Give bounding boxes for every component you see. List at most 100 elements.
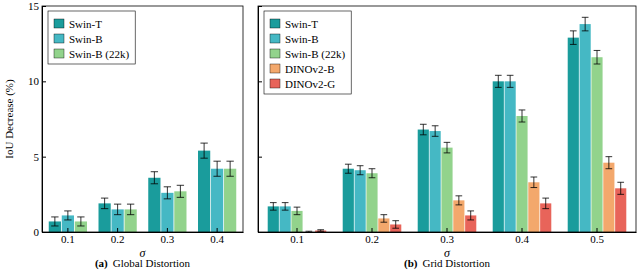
caption-title: Global Distortion xyxy=(113,257,191,269)
tick: 5 xyxy=(34,151,47,163)
error-bar-cap xyxy=(542,208,549,209)
panel: 0.10.20.30.40.5σ(b)Grid DistortionSwin-T… xyxy=(258,6,637,270)
error-bar-stem xyxy=(533,177,534,188)
error-bar-stem xyxy=(80,217,81,226)
error-bar-cap xyxy=(582,17,589,18)
tick xyxy=(258,6,262,7)
y-axis xyxy=(258,7,262,233)
error-bar-cap xyxy=(200,143,207,144)
error-bar xyxy=(456,196,463,205)
error-bar-cap xyxy=(357,165,364,166)
tick: 0.2 xyxy=(111,228,125,245)
error-bar-stem xyxy=(435,126,436,137)
error-bar-cap xyxy=(164,198,171,199)
bar xyxy=(505,81,516,232)
error-bar-stem xyxy=(510,75,511,87)
error-bar-cap xyxy=(606,156,613,157)
plot-area xyxy=(49,143,236,232)
bar xyxy=(148,178,160,232)
error-bar-stem xyxy=(230,161,231,176)
error-bar xyxy=(444,142,451,153)
legend-entry: Swin-B (22k) xyxy=(270,48,346,61)
error-bar xyxy=(77,217,84,226)
error-bar-cap xyxy=(177,185,184,186)
error-bar-stem xyxy=(498,75,499,87)
error-bar-stem xyxy=(297,207,298,215)
error-bar-cap xyxy=(101,198,108,199)
tick-label: 5 xyxy=(34,151,40,163)
bar xyxy=(343,169,354,232)
error-bar-cap xyxy=(114,214,121,215)
legend-entry: Swin-T xyxy=(54,18,102,30)
figure: 0510150.10.20.30.4σIoU Decrease (%)(a)Gl… xyxy=(0,0,640,270)
error-bar xyxy=(357,166,364,175)
error-bar-cap xyxy=(531,187,538,188)
error-bar xyxy=(294,207,301,215)
error-bar-stem xyxy=(372,169,373,178)
error-bar-cap xyxy=(444,152,451,153)
error-bar-cap xyxy=(101,208,108,209)
plot-frame xyxy=(258,6,636,232)
legend-label: Swin-B xyxy=(69,33,103,45)
error-bar-cap xyxy=(507,75,514,76)
tick-label: 0.5 xyxy=(590,233,604,245)
legend-swatch xyxy=(270,34,280,43)
bar xyxy=(198,151,210,232)
tick-label: 0.4 xyxy=(210,233,224,245)
error-bar xyxy=(164,187,171,199)
bar xyxy=(580,24,591,232)
error-bar-cap xyxy=(392,228,399,229)
error-bar-stem xyxy=(204,143,205,158)
axis-line xyxy=(258,7,259,233)
tick-label: 0.2 xyxy=(111,233,125,245)
bar xyxy=(568,38,579,232)
bar xyxy=(591,57,602,232)
error-bar-cap xyxy=(617,182,624,183)
tick-mark xyxy=(372,228,373,232)
tick-mark xyxy=(117,228,118,232)
plot-area xyxy=(268,17,627,232)
bar xyxy=(493,81,504,232)
error-bar xyxy=(213,161,220,176)
tick-mark xyxy=(42,6,46,7)
error-bar-cap xyxy=(467,210,474,211)
error-bar-cap xyxy=(381,214,388,215)
error-bar xyxy=(64,211,71,220)
error-bar xyxy=(151,172,158,184)
bar xyxy=(418,130,429,232)
error-bar xyxy=(507,75,514,87)
error-bar-cap xyxy=(369,168,376,169)
error-bar xyxy=(420,124,427,135)
error-bar-stem xyxy=(395,221,396,229)
tick: 0.4 xyxy=(515,228,529,245)
series xyxy=(75,161,236,232)
bar xyxy=(615,188,626,232)
legend-label: DINOv2-B xyxy=(285,63,335,75)
legend-label: Swin-B (22k) xyxy=(285,48,346,61)
error-bar xyxy=(467,211,474,220)
error-bar-cap xyxy=(77,225,84,226)
error-bar-stem xyxy=(458,196,459,205)
tick-label: 0.1 xyxy=(290,233,304,245)
error-bar-cap xyxy=(467,219,474,220)
legend-entry: DINOv2-G xyxy=(270,78,335,90)
error-bar-cap xyxy=(151,171,158,172)
legend-swatch xyxy=(54,19,64,28)
tick-mark xyxy=(258,81,262,82)
x-axis: 0.10.20.30.4 xyxy=(43,228,244,245)
error-bar-cap xyxy=(392,220,399,221)
tick-mark xyxy=(42,157,46,158)
error-bar-cap xyxy=(495,75,502,76)
tick: 0.1 xyxy=(290,228,304,245)
error-bar-cap xyxy=(64,219,71,220)
error-bar-cap xyxy=(270,210,277,211)
legend-entry: Swin-B xyxy=(54,33,103,45)
error-bar-cap xyxy=(317,231,324,232)
error-bar-stem xyxy=(154,172,155,184)
error-bar-stem xyxy=(597,50,598,64)
bar xyxy=(516,116,527,232)
error-bar xyxy=(594,50,601,64)
tick: 0.3 xyxy=(161,228,175,245)
tick-label: 0.3 xyxy=(440,233,454,245)
error-bar-cap xyxy=(456,204,463,205)
